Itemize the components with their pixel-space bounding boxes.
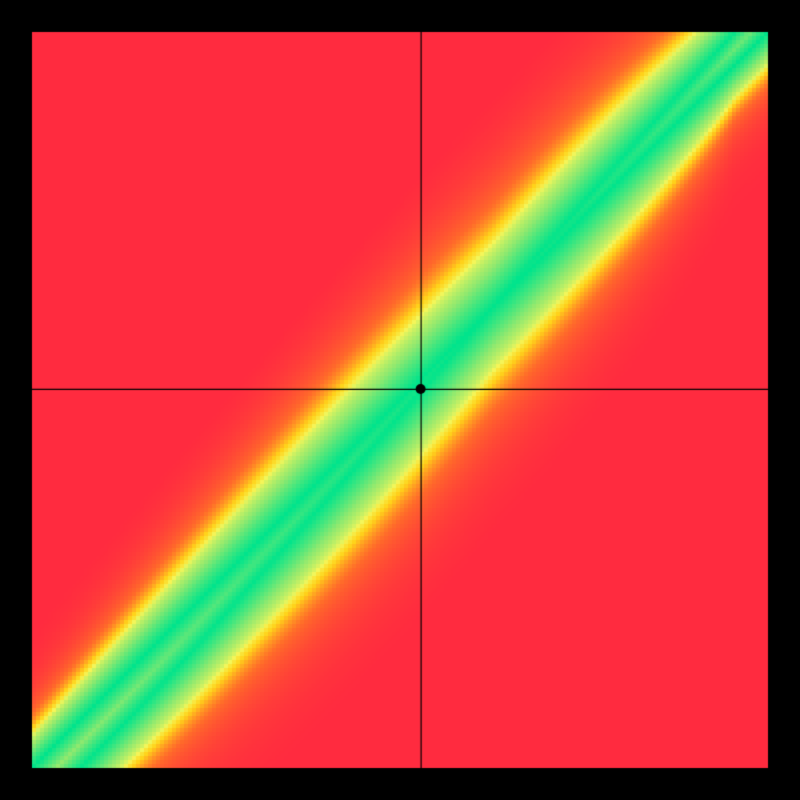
bottleneck-heatmap	[0, 0, 800, 800]
chart-container: TheBottleneck.com	[0, 0, 800, 800]
